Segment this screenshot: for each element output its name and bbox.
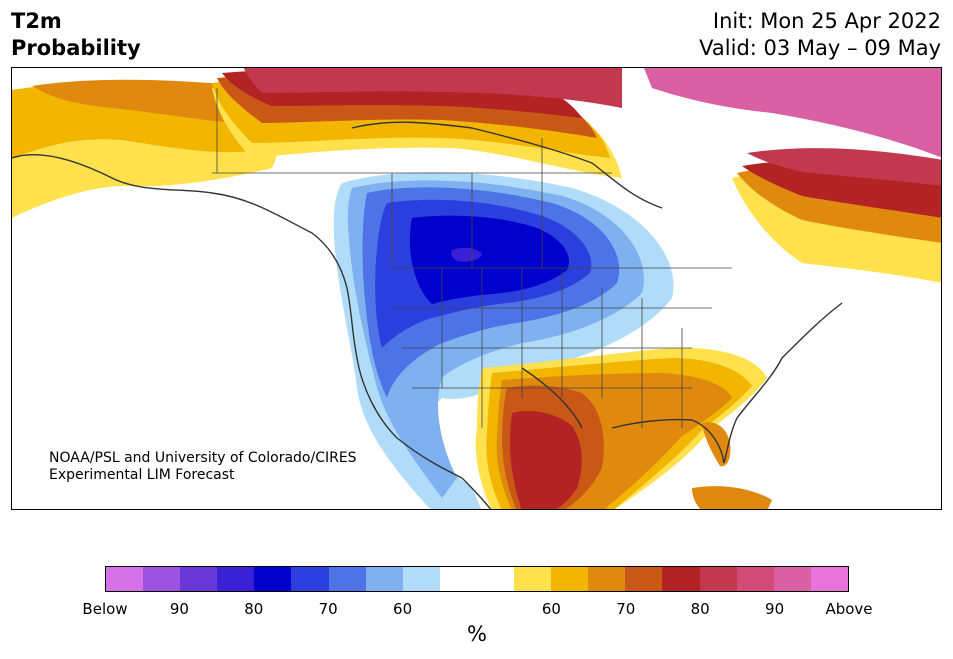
colorbar-swatch: [365, 567, 403, 591]
map-panel: NOAA/PSL and University of Colorado/CIRE…: [11, 67, 942, 510]
colorbar-label: 60: [393, 600, 413, 618]
colorbar-swatch: [588, 567, 626, 591]
colorbar-swatch: [736, 567, 774, 591]
colorbar-swatch: [551, 567, 589, 591]
colorbar-swatch: [476, 567, 515, 591]
probability-colorbar: [105, 566, 849, 592]
state-borders: [212, 88, 732, 428]
colorbar-swatch: [106, 567, 144, 591]
colorbar-label: 80: [690, 600, 710, 618]
colorbar-unit: %: [467, 622, 487, 646]
colorbar-swatch: [254, 567, 292, 591]
region-cuba-above: [692, 486, 772, 509]
colorbar-swatch: [217, 567, 255, 591]
colorbar-swatch: [662, 567, 700, 591]
init-date: Init: Mon 25 Apr 2022: [712, 9, 941, 33]
colorbar-label: 70: [616, 600, 636, 618]
colorbar-label: Above: [825, 600, 873, 618]
colorbar-label: 80: [244, 600, 264, 618]
region-labrador-above: [747, 148, 941, 186]
colorbar-swatch: [143, 567, 181, 591]
region-texas-core: [510, 411, 582, 509]
title-line-1: T2m: [11, 9, 62, 33]
colorbar-swatch: [439, 567, 477, 591]
colorbar-swatch: [402, 567, 440, 591]
map-title: T2m Probability: [11, 8, 141, 62]
region-alaska-above-70: [32, 79, 251, 123]
colorbar-swatch: [699, 567, 737, 591]
colorbar-swatch: [291, 567, 329, 591]
colorbar-label: 70: [318, 600, 338, 618]
region-cold-core: [410, 215, 569, 304]
colorbar-swatch: [180, 567, 218, 591]
region-cold-peak: [451, 247, 482, 262]
colorbar-label: 90: [765, 600, 785, 618]
valid-date: Valid: 03 May – 09 May: [699, 36, 941, 60]
colorbar-label: 90: [169, 600, 189, 618]
title-line-2: Probability: [11, 36, 141, 60]
colorbar-swatch: [773, 567, 811, 591]
coastlines: [12, 121, 843, 509]
colorbar-swatch: [328, 567, 366, 591]
colorbar-swatch: [514, 567, 552, 591]
credit-line-1: NOAA/PSL and University of Colorado/CIRE…: [49, 450, 357, 466]
region-arctic-above: [243, 68, 622, 108]
region-greenland-above: [644, 68, 941, 158]
region-florida-above: [702, 422, 731, 467]
credit-text: NOAA/PSL and University of Colorado/CIRE…: [49, 450, 357, 484]
credit-line-2: Experimental LIM Forecast: [49, 467, 235, 483]
forecast-dates: Init: Mon 25 Apr 2022 Valid: 03 May – 09…: [699, 8, 941, 62]
colorbar-label: 60: [541, 600, 561, 618]
colorbar-label: Below: [82, 600, 128, 618]
colorbar-swatch: [625, 567, 663, 591]
probability-map: [12, 68, 941, 509]
colorbar-swatch: [810, 567, 848, 591]
